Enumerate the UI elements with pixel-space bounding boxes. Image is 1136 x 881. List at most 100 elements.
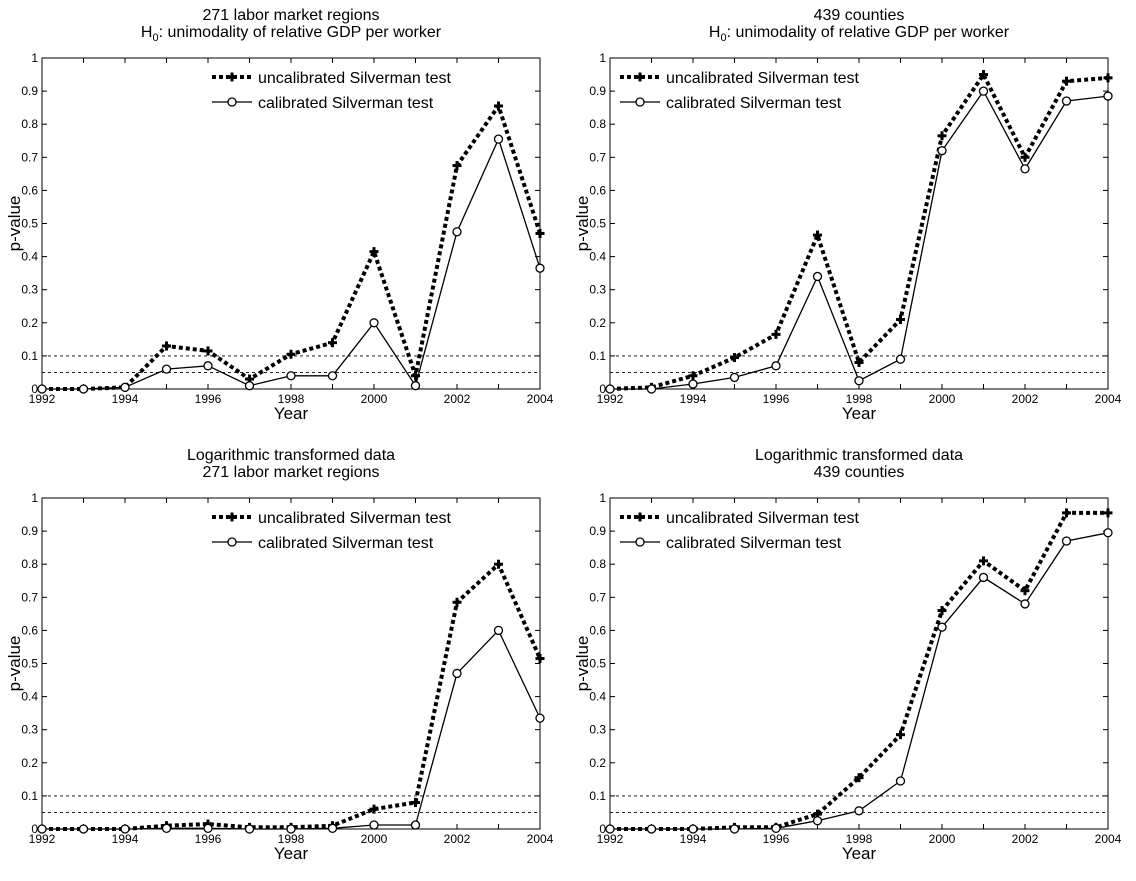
y-tick-label: 0.2: [589, 316, 606, 330]
x-tick-label: 1994: [112, 392, 139, 406]
legend-label: uncalibrated Silverman test: [258, 510, 452, 527]
x-tick-label: 2002: [1012, 832, 1039, 846]
data-point-calibrated: [452, 227, 462, 237]
y-tick-label: 0.7: [589, 590, 606, 604]
data-point-calibrated: [937, 622, 947, 632]
y-tick-label: 0.5: [21, 657, 38, 671]
data-point-uncalibrated: [369, 804, 379, 814]
markers-uncalibrated: [605, 70, 1113, 394]
y-tick-label: 0: [599, 822, 606, 836]
y-tick-label: 0.3: [589, 283, 606, 297]
legend-marker-circle: [635, 97, 645, 107]
legend-marker-plus: [635, 512, 645, 522]
data-point-uncalibrated: [535, 654, 545, 664]
x-tick-label: 2002: [444, 392, 471, 406]
title-rest: : unimodality of relative GDP per worker: [159, 24, 442, 41]
y-tick-label: 0.4: [21, 250, 38, 264]
y-tick-label: 0.8: [589, 557, 606, 571]
data-point-calibrated: [1103, 528, 1113, 538]
chart-title-line-1: Logarithmic transformed data: [755, 447, 963, 464]
data-point-calibrated: [78, 384, 89, 394]
y-tick-label: 0: [599, 382, 606, 396]
chart-title-line-2: 271 labor market regions: [203, 464, 380, 481]
series-line-uncalibrated: [609, 70, 1109, 391]
data-point-uncalibrated: [452, 161, 462, 171]
chart-title-line-2: H0: unimodality of relative GDP per work…: [141, 24, 442, 44]
data-point-calibrated: [937, 146, 947, 156]
data-point-calibrated: [771, 361, 781, 371]
y-tick-label: 0.8: [21, 557, 38, 571]
data-point-calibrated: [895, 776, 906, 786]
x-axis-label: Year: [274, 404, 309, 423]
data-point-uncalibrated: [854, 773, 864, 783]
data-point-uncalibrated: [1020, 152, 1030, 162]
data-point-calibrated: [771, 823, 781, 833]
y-tick-label: 0.7: [21, 150, 38, 164]
y-tick-label: 0.9: [21, 524, 38, 538]
y-tick-label: 0.4: [589, 690, 606, 704]
y-tick-label: 0.1: [21, 349, 38, 363]
y-tick-label: 0.2: [589, 756, 606, 770]
y-tick-label: 0.8: [21, 117, 38, 131]
data-point-uncalibrated: [1062, 508, 1071, 518]
chart-title-line-2: H0: unimodality of relative GDP per work…: [709, 24, 1010, 44]
y-tick-label: 0.1: [21, 789, 38, 803]
data-point-calibrated: [244, 381, 255, 391]
data-point-calibrated: [203, 823, 213, 833]
data-point-calibrated: [493, 134, 504, 144]
data-point-calibrated: [1103, 91, 1113, 101]
legend-label: calibrated Silverman test: [666, 535, 842, 552]
x-tick-label: 1992: [597, 832, 624, 846]
legend-marker-plus: [227, 512, 237, 522]
data-point-calibrated: [452, 668, 462, 679]
data-point-calibrated: [688, 379, 698, 389]
legend-marker-plus: [635, 72, 645, 82]
y-tick-label: 0.5: [589, 657, 606, 671]
y-tick-label: 0.6: [21, 623, 38, 637]
y-axis-label: p-value: [5, 196, 24, 252]
data-point-calibrated: [161, 823, 172, 833]
data-point-calibrated: [286, 824, 296, 834]
data-point-calibrated: [493, 625, 504, 636]
title-h-letter: H: [141, 24, 153, 41]
legend-label: uncalibrated Silverman test: [666, 70, 860, 87]
data-point-calibrated: [369, 318, 379, 328]
data-point-uncalibrated: [286, 349, 296, 359]
data-point-uncalibrated: [979, 556, 988, 566]
x-tick-label: 1998: [278, 392, 305, 406]
y-tick-label: 0.2: [21, 316, 38, 330]
data-point-calibrated: [729, 824, 740, 834]
x-tick-label: 1998: [846, 832, 873, 846]
y-tick-label: 0.2: [21, 756, 38, 770]
data-point-uncalibrated: [896, 314, 905, 324]
y-tick-label: 1: [599, 491, 606, 505]
data-point-calibrated: [812, 816, 823, 826]
y-tick-label: 1: [31, 51, 38, 65]
y-tick-label: 0.1: [589, 349, 606, 363]
series-line-uncalibrated: [42, 560, 542, 831]
y-tick-label: 0: [31, 382, 38, 396]
data-point-calibrated: [729, 372, 740, 383]
data-point-uncalibrated: [452, 597, 462, 607]
x-axis-label: Year: [842, 844, 877, 863]
x-tick-label: 2002: [444, 832, 471, 846]
chart-title-line-2: 439 counties: [814, 464, 905, 481]
markers-calibrated: [605, 86, 1113, 394]
data-point-calibrated: [78, 824, 89, 834]
x-tick-label: 1998: [278, 832, 305, 846]
data-point-calibrated: [978, 86, 989, 96]
y-tick-label: 0.5: [589, 217, 606, 231]
data-point-uncalibrated: [328, 338, 337, 348]
data-point-uncalibrated: [1020, 586, 1030, 596]
data-point-uncalibrated: [369, 247, 379, 257]
y-axis-label: p-value: [5, 636, 24, 692]
y-tick-label: 0.3: [589, 723, 606, 737]
x-tick-label: 1996: [195, 832, 222, 846]
data-point-calibrated: [535, 713, 545, 723]
data-point-uncalibrated: [771, 329, 781, 339]
legend-marker-circle: [227, 97, 237, 107]
legend-label: calibrated Silverman test: [666, 95, 842, 112]
